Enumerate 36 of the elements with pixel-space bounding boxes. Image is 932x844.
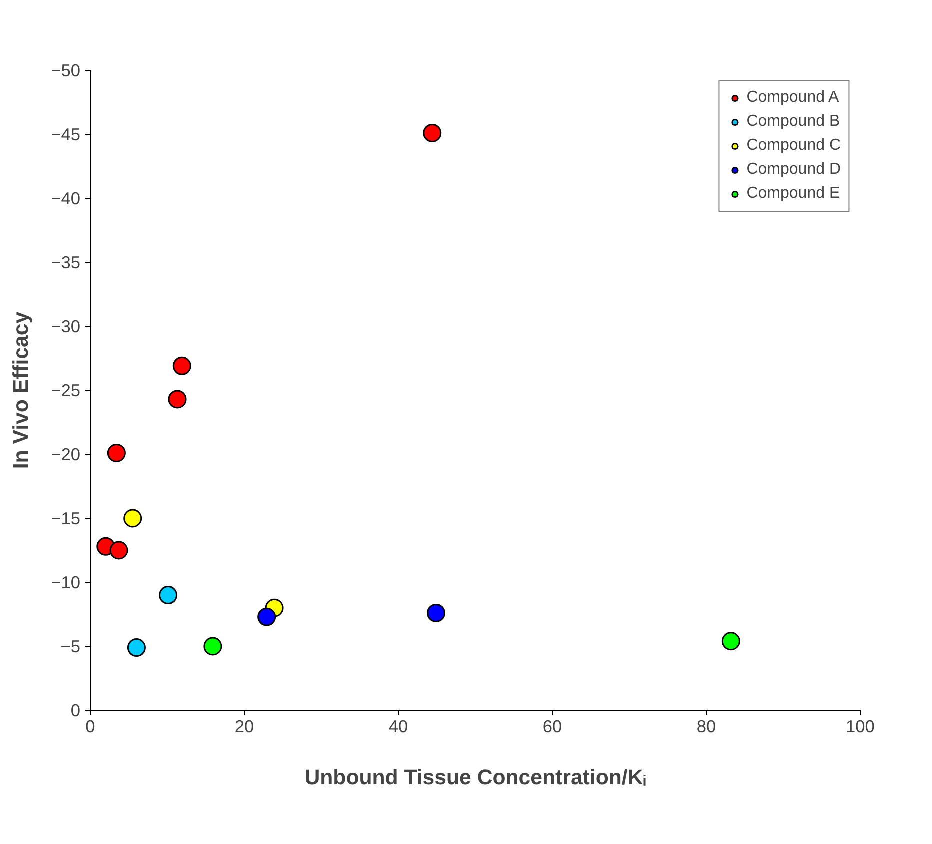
y-tick-label: −25 bbox=[51, 380, 81, 400]
y-axis-title: In Vivo Efficacy bbox=[9, 312, 34, 470]
y-tick-label: −5 bbox=[60, 636, 81, 656]
y-tick-label: −20 bbox=[51, 444, 81, 464]
y-tick-label: 0 bbox=[70, 700, 81, 720]
legend-label: Compound D bbox=[746, 161, 841, 179]
point bbox=[168, 390, 187, 409]
y-tick-label: −50 bbox=[51, 60, 81, 80]
x-tick-label: 60 bbox=[542, 716, 562, 736]
point bbox=[107, 444, 126, 462]
y-tick-label: −30 bbox=[51, 316, 81, 336]
point bbox=[423, 124, 442, 142]
point bbox=[159, 586, 178, 605]
x-tick-label: 40 bbox=[388, 716, 408, 736]
point bbox=[426, 604, 446, 622]
point bbox=[722, 632, 740, 651]
y-tick-label: −15 bbox=[51, 508, 81, 528]
point bbox=[258, 608, 276, 626]
point bbox=[172, 356, 192, 376]
point bbox=[110, 541, 128, 560]
legend-label: Compound A bbox=[746, 89, 840, 107]
y-tick-label: −35 bbox=[51, 252, 81, 272]
x-tick-label: 100 bbox=[846, 716, 875, 736]
point bbox=[204, 637, 222, 656]
x-axis-title: Unbound Tissue Concentration/Kᵢ bbox=[304, 766, 646, 790]
x-tick-label: 0 bbox=[86, 716, 96, 736]
legend-label: Compound B bbox=[746, 113, 840, 131]
legend-label: Compound C bbox=[746, 137, 841, 155]
y-tick-label: −40 bbox=[51, 188, 81, 208]
x-tick-label: 20 bbox=[234, 716, 254, 736]
y-tick-label: −45 bbox=[51, 124, 81, 144]
point bbox=[124, 509, 142, 528]
legend-label: Compound E bbox=[746, 185, 840, 203]
point bbox=[127, 638, 146, 658]
x-tick-label: 80 bbox=[696, 716, 716, 736]
y-tick-label: −10 bbox=[51, 572, 81, 592]
